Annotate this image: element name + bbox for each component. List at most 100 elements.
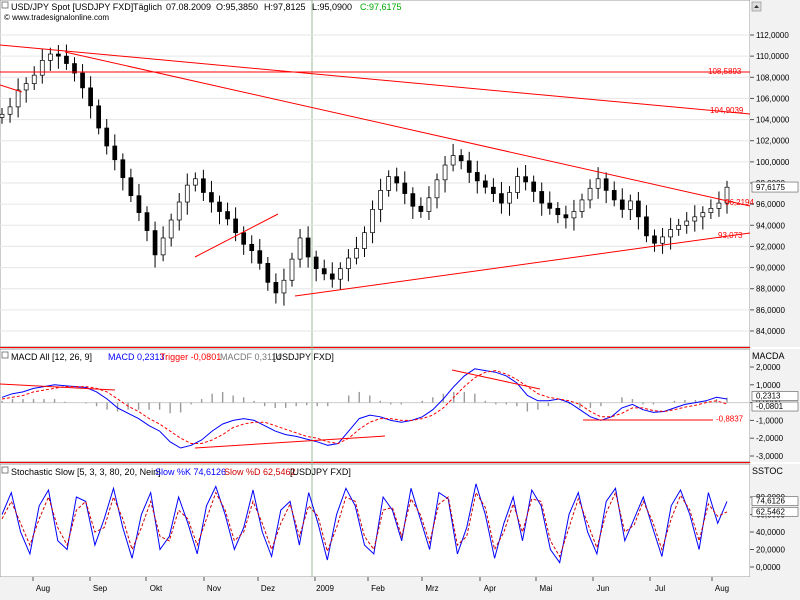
candle-down (265, 262, 271, 283)
candle-down (120, 159, 126, 179)
stoch-instrument: [USDJPY FXD] (290, 467, 351, 477)
stochastic-panel[interactable] (0, 463, 751, 578)
candle-down (418, 205, 424, 212)
price-high: H:97,8125 (264, 2, 306, 12)
trendline-value-label: 93,073 (718, 231, 743, 240)
price-tick-label: 100,0000 (756, 158, 790, 167)
candle-down (611, 190, 617, 201)
price-date: 07.08.2009 (166, 2, 211, 12)
candle-down (305, 237, 311, 258)
macd-line (1, 368, 728, 449)
time-tick-label: Nov (207, 584, 221, 593)
candle-up (297, 237, 303, 260)
candle-up (281, 279, 287, 294)
candle-down (201, 178, 206, 193)
candle-up (15, 89, 21, 108)
candle-up (724, 186, 730, 204)
price-tick-label: 96,0000 (756, 200, 785, 209)
time-tick-label: Jul (655, 584, 665, 593)
price-tick-label: 112,0000 (756, 31, 789, 40)
stoch-d-line (1, 491, 728, 558)
candle-down (499, 193, 504, 204)
candle-up (700, 212, 706, 218)
time-tick-label: Okt (150, 584, 163, 593)
candle-up (668, 229, 673, 238)
price-tick-label: 94,0000 (756, 221, 785, 230)
candle-up (450, 155, 456, 166)
stoch-tick-label: 40,0000 (756, 528, 785, 537)
candle-down (394, 176, 400, 184)
stoch-short-name: SSTOC (752, 466, 783, 476)
stoch-header: Stochastic Slow [5, 3, 3, 80, 20, Nein] … (1, 466, 783, 477)
macd-trend-lines (0, 369, 713, 449)
candle-down (128, 177, 134, 197)
candle-down (56, 53, 61, 57)
candle-up (192, 178, 198, 186)
last-price-box (751, 181, 799, 193)
trendline-value-label: 96,2194 (725, 198, 754, 207)
trendline-upper-long (0, 44, 751, 115)
time-tick-label: 2009 (316, 584, 334, 593)
candle-up (716, 202, 722, 209)
candle-up (7, 106, 13, 115)
candle-down (402, 182, 408, 194)
candle-down (313, 256, 319, 269)
stoch-tick-label: 20,0000 (756, 546, 785, 555)
macd-title: MACD All [12, 26, 9] (11, 352, 92, 362)
time-axis (0, 577, 800, 600)
candle-up (370, 209, 375, 234)
time-tick-label: Mrz (425, 584, 438, 593)
stoch-value-label: 74,6126 (756, 497, 785, 506)
macd-tick-label: -2,0000 (756, 434, 784, 443)
source-label: © www.tradesignalonline.com (4, 13, 109, 22)
last-price-label: 97,6175 (756, 183, 785, 192)
candle-down (249, 243, 255, 252)
time-tick-label: Aug (715, 584, 729, 593)
candle-up (676, 224, 682, 230)
price-axis (750, 0, 800, 347)
candle-down (563, 214, 569, 219)
price-tick-label: 110,0000 (756, 52, 789, 61)
candle-down (531, 181, 537, 192)
macd-value-box (751, 391, 799, 401)
macd-panel[interactable] (0, 348, 751, 463)
price-tick-label: 90,0000 (756, 264, 785, 273)
candle-up (386, 176, 392, 191)
macd-tick-label: -3,0000 (756, 452, 784, 461)
candle-up (515, 176, 520, 193)
candle-up (595, 178, 601, 189)
trendline-support (294, 232, 751, 297)
macd-value-box (751, 401, 799, 412)
candle-down (225, 211, 230, 220)
stoch-value-label: 62,5462 (756, 507, 785, 516)
candle-down (273, 282, 279, 294)
price-panel[interactable] (0, 0, 751, 348)
trendline-value-label: 104,9039 (710, 106, 744, 115)
price-tick-label: 102,0000 (756, 137, 790, 146)
stoch-value-box (751, 506, 799, 517)
candle-up (426, 197, 432, 212)
trendline-early (0, 84, 23, 93)
candle-up (571, 211, 577, 219)
candle-down (644, 216, 649, 237)
candle-down (233, 218, 238, 234)
candle-down (152, 230, 158, 256)
price-tick-label: 88,0000 (756, 285, 785, 294)
price-open: O:95,3850 (216, 2, 258, 12)
macd-value: MACD 0,2313 (108, 352, 165, 362)
price-tick-label: 108,0000 (756, 73, 790, 82)
trendline-downtrend (64, 51, 751, 207)
candle-down (329, 273, 335, 280)
candle-down (603, 178, 609, 191)
candle-down (555, 208, 561, 216)
candle-up (168, 219, 174, 239)
candle-down (523, 176, 528, 183)
price-tick-label: 84,0000 (756, 327, 785, 336)
macd-trigger-line (1, 370, 728, 445)
candle-down (80, 72, 85, 89)
candle-up (442, 164, 448, 181)
candle-down (619, 199, 625, 210)
candle-up (0, 113, 5, 118)
candle-up (23, 83, 29, 91)
